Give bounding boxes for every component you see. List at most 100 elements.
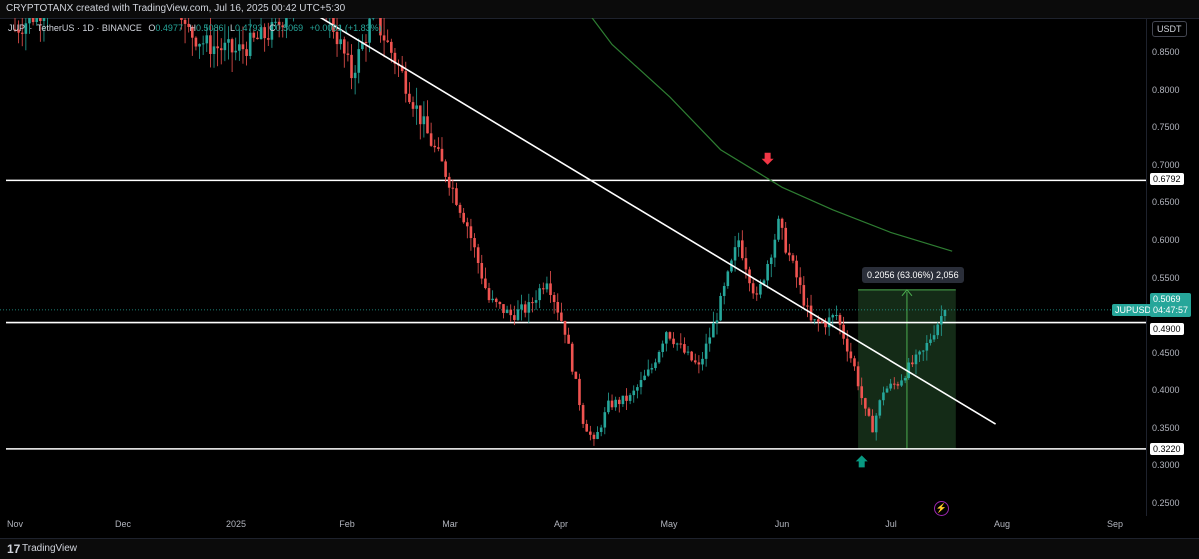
candle-body [907, 362, 910, 377]
candle [643, 370, 646, 381]
candle-body [607, 401, 610, 413]
candle [618, 397, 621, 413]
candle [604, 407, 607, 434]
candle-body [636, 387, 639, 391]
candle [347, 42, 350, 62]
candle [654, 359, 657, 371]
price-axis-label: 0.3500 [1152, 423, 1180, 433]
time-axis-label: Feb [339, 519, 355, 529]
candle-body [466, 222, 469, 226]
lightning-icon[interactable]: ⚡ [934, 501, 949, 516]
candle [466, 218, 469, 239]
currency-selector[interactable]: USDT [1152, 21, 1187, 37]
candle-body [940, 316, 943, 324]
candle-body [473, 238, 476, 247]
candle [343, 37, 346, 68]
candle [647, 360, 650, 377]
candle [792, 253, 795, 263]
candle [810, 295, 813, 323]
candle-body [502, 304, 505, 313]
candle [444, 159, 447, 182]
candle-body [441, 149, 444, 162]
candle-body [220, 48, 223, 50]
candle-body [560, 313, 563, 321]
candle-body [372, 18, 375, 19]
candle-body [821, 322, 824, 323]
candle-body [929, 339, 932, 342]
candle-body [575, 372, 578, 379]
candle [477, 244, 480, 274]
candle [455, 183, 458, 206]
time-axis[interactable] [0, 516, 1146, 538]
candle [611, 395, 614, 410]
candle-body [531, 302, 534, 303]
candle [433, 140, 436, 153]
candle-body [625, 396, 628, 401]
candle [755, 287, 758, 301]
candle [777, 216, 780, 242]
candle-body [911, 362, 914, 364]
legend-close: 0.5069 [276, 23, 304, 33]
candle-body [781, 219, 784, 228]
candle-body [784, 228, 787, 253]
candle-body [209, 35, 212, 54]
price-chart[interactable] [0, 18, 1146, 516]
candle [716, 313, 719, 335]
candle-body [629, 395, 632, 401]
candle-body [354, 73, 357, 78]
time-axis-label: Mar [442, 519, 458, 529]
candle [679, 333, 682, 348]
candle-body [39, 18, 42, 21]
candle [672, 332, 675, 348]
chart-area[interactable] [0, 18, 1146, 516]
candle [712, 312, 715, 338]
candle [520, 295, 523, 321]
candle-body [679, 344, 682, 345]
candle-body [419, 105, 422, 124]
candle-body [256, 38, 259, 39]
candle [564, 321, 567, 343]
candle-body [452, 188, 455, 189]
candle-body [448, 177, 451, 188]
candle-body [676, 344, 679, 345]
legend-low: 0.4793 [235, 23, 263, 33]
candle [737, 233, 740, 257]
candle-body [647, 370, 650, 376]
candle-body [234, 51, 237, 53]
candle-body [596, 432, 599, 439]
candle-body [253, 33, 256, 38]
candle-body [752, 283, 755, 293]
candle-body [549, 283, 552, 295]
level-tag-middle: 0.4900 [1150, 323, 1184, 335]
candle-body [513, 315, 516, 320]
candle-body [788, 253, 791, 256]
candle [727, 270, 730, 289]
candle-body [180, 18, 183, 20]
candle [795, 255, 798, 287]
candle-body [517, 309, 520, 320]
candle-body [669, 332, 672, 339]
candle [636, 384, 639, 398]
candle-body [444, 161, 447, 176]
candle [397, 60, 400, 78]
candle [705, 334, 708, 367]
candle-body [509, 310, 512, 316]
candle-body [343, 39, 346, 53]
candle-body [792, 255, 795, 260]
price-axis-label: 0.7500 [1152, 122, 1180, 132]
candle-body [770, 258, 773, 264]
candle-body [365, 42, 368, 43]
candle-body [766, 264, 769, 280]
candle [220, 38, 223, 64]
candle-body [477, 247, 480, 263]
candle [553, 292, 556, 314]
candle [708, 328, 711, 352]
candle-body [915, 355, 918, 365]
candle-body [593, 435, 596, 439]
candle-body [216, 46, 219, 48]
candle-body [339, 39, 342, 44]
candle-body [564, 321, 567, 335]
candle-body [944, 310, 947, 316]
time-axis-label: May [660, 519, 677, 529]
candle [415, 88, 418, 125]
